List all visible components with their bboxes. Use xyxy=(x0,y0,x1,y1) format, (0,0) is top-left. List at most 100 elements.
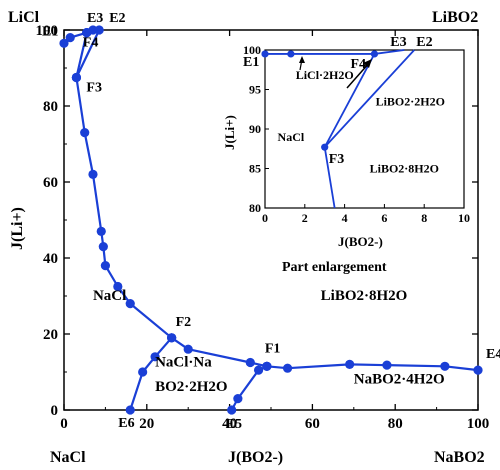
data-point xyxy=(71,72,82,83)
point-label-e2: E2 xyxy=(109,11,125,26)
inset-x-tick-label: 4 xyxy=(342,211,348,225)
inset-data-point xyxy=(287,50,295,58)
main-text-labels: E1 E2 E3 E4 E5 E6 F1 F2 F3 F4 NaCl LiBO2·8H2O NaCl·N… xyxy=(42,11,500,432)
y-axis-label: J(Li+) xyxy=(9,207,26,250)
inset-x-tick-label: 8 xyxy=(421,211,427,225)
x-tick-label: 0 xyxy=(60,416,68,432)
inset-data-point xyxy=(261,50,269,58)
region-label: NaCl·Na xyxy=(155,354,212,370)
x-tick-label: 100 xyxy=(467,416,490,432)
y-tick-label: 60 xyxy=(43,175,58,191)
data-point xyxy=(345,359,355,369)
point-label-f4: F4 xyxy=(83,36,99,51)
inset-x-tick-label: 6 xyxy=(381,211,387,225)
y-tick-label: 0 xyxy=(51,403,59,419)
point-label-f1: F1 xyxy=(265,341,281,356)
inset-point-label-f3: F3 xyxy=(329,152,345,167)
x-tick-label: 40 xyxy=(222,416,237,432)
y-tick-label: 20 xyxy=(43,327,58,343)
data-point xyxy=(100,261,110,271)
data-point xyxy=(96,226,106,236)
inset-y-tick-label: 90 xyxy=(249,122,261,136)
point-label-f3: F3 xyxy=(86,81,102,96)
point-label-e4: E4 xyxy=(486,347,500,362)
data-point xyxy=(80,128,90,138)
main-series-points xyxy=(59,25,483,415)
data-point xyxy=(125,299,135,309)
inset-x-tick-label: 2 xyxy=(302,211,308,225)
inset-ticks: 0 2 4 6 8 10 80 85 90 95 100 xyxy=(243,43,470,225)
point-label-e3: E3 xyxy=(87,11,103,26)
inset-y-tick-label: 80 xyxy=(249,201,261,215)
inset-x-label: J(BO2-) xyxy=(338,234,383,249)
data-point xyxy=(167,333,177,343)
data-point xyxy=(59,38,69,48)
y-tick-label: 80 xyxy=(43,99,58,115)
data-point xyxy=(233,394,243,404)
inset-x-tick-label: 10 xyxy=(458,211,470,225)
data-point xyxy=(113,281,123,292)
series-line-f2-e6 xyxy=(129,337,173,411)
data-point xyxy=(88,169,98,179)
data-point xyxy=(262,361,272,371)
x-tick-label: 80 xyxy=(388,416,403,432)
data-point xyxy=(253,365,264,375)
inset-y-tick-label: 85 xyxy=(249,162,261,176)
region-label: BO2·2H2O xyxy=(155,379,228,395)
corner-label-top-left: LiCl xyxy=(8,9,40,26)
x-tick-label: 60 xyxy=(305,416,320,432)
data-point xyxy=(94,25,104,35)
corner-label-top-right: LiBO2 xyxy=(432,9,478,26)
inset-frame xyxy=(264,49,465,209)
x-tick-label: 20 xyxy=(139,416,154,432)
inset-x-tick-label: 0 xyxy=(262,211,268,225)
region-label: NaBO2·4H2O xyxy=(354,371,445,387)
inset-data-point xyxy=(370,50,379,58)
y-tick-label: 40 xyxy=(43,251,58,267)
inset-y-label: J(Li+) xyxy=(222,115,237,150)
inset-y-tick-label: 100 xyxy=(243,43,261,57)
inset-region-label: LiBO2·8H2O xyxy=(370,161,439,175)
series-line-f4-f3 xyxy=(75,32,88,78)
corner-label-bottom-left: NaCl xyxy=(50,449,86,466)
inset-region-label: LiBO2·2H2O xyxy=(376,94,445,108)
data-point xyxy=(65,33,75,43)
series-line-f3-e2 xyxy=(75,29,101,78)
region-label: NaCl xyxy=(93,288,126,304)
inset-series-points xyxy=(261,50,379,151)
inset-point-label-e1: E1 xyxy=(243,55,259,70)
region-label: LiBO2·8H2O xyxy=(321,288,408,304)
data-point xyxy=(282,363,293,373)
data-point xyxy=(125,405,135,415)
data-point xyxy=(150,352,160,362)
data-point xyxy=(382,360,392,370)
y-tick-label: 100 xyxy=(36,23,59,39)
data-point xyxy=(98,242,108,252)
inset-series-line-f3-down xyxy=(323,147,336,209)
inset-arrowhead-licl xyxy=(299,56,305,63)
inset-text-labels: E1 E2 E3 F4 F3 LiCl·2H2O LiBO2·2H2O NaCl LiBO2·8… xyxy=(243,35,445,175)
point-label-e5: E5 xyxy=(226,417,242,432)
inset-point-label-e3: E3 xyxy=(390,35,406,50)
inset-arrow xyxy=(346,61,371,89)
data-point xyxy=(440,361,450,371)
x-axis-label: J(BO2-) xyxy=(228,449,283,466)
inset-region-label: NaCl xyxy=(278,130,305,144)
series-line-f2-f1 xyxy=(171,336,268,368)
inset-series-line-f3-e2 xyxy=(324,49,415,148)
inset-region-label: LiCl·2H2O xyxy=(296,68,354,82)
data-point xyxy=(183,344,193,354)
data-point xyxy=(245,357,255,368)
corner-label-bottom-right: NaBO2 xyxy=(434,449,485,466)
inset-data-point xyxy=(321,143,329,151)
point-label-e1: E1 xyxy=(42,24,58,39)
inset-point-label-f4: F4 xyxy=(350,57,366,72)
data-point xyxy=(473,365,483,375)
inset-series-line-f4-e3 xyxy=(374,49,405,55)
point-label-f2: F2 xyxy=(176,315,192,330)
data-point xyxy=(82,28,92,38)
inset-point-label-e2: E2 xyxy=(416,35,432,50)
point-label-e6: E6 xyxy=(118,416,134,431)
